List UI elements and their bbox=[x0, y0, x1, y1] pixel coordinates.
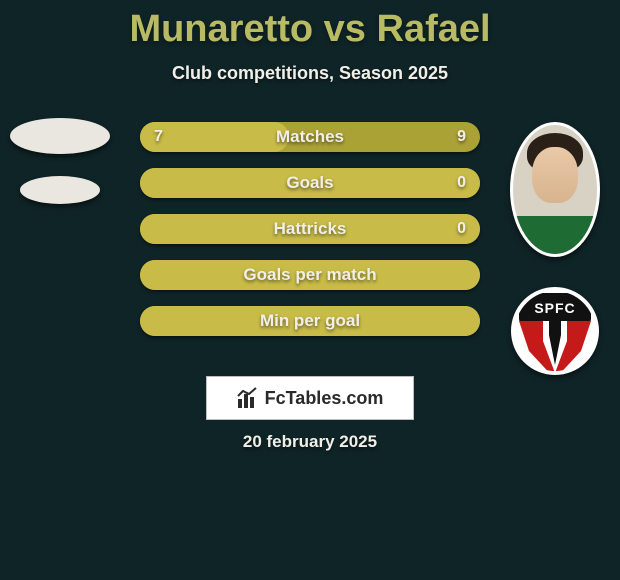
stat-bar: Min per goal bbox=[140, 306, 480, 336]
player2-name: Rafael bbox=[377, 8, 491, 50]
comparison-bars: Matches79Goals0Hattricks0Goals per match… bbox=[140, 122, 480, 352]
stat-bar-value-left: 7 bbox=[154, 128, 163, 146]
club-shield-icon bbox=[519, 321, 591, 373]
stat-bar-label: Matches bbox=[140, 127, 480, 147]
brand-chart-icon bbox=[237, 387, 259, 409]
comparison-card: Munaretto vs Rafael Club competitions, S… bbox=[0, 0, 620, 580]
stat-bar: Matches7 9 bbox=[140, 122, 480, 152]
brand-box: FcTables.com bbox=[206, 376, 414, 420]
avatar-face-shape bbox=[532, 147, 578, 203]
club-initials: SPFC bbox=[519, 293, 591, 323]
stat-bar: Goals per match bbox=[140, 260, 480, 290]
player2-club-badge: SPFC bbox=[511, 287, 599, 375]
subtitle: Club competitions, Season 2025 bbox=[0, 63, 620, 84]
avatar-jersey-shape bbox=[513, 216, 597, 257]
vs-text: vs bbox=[324, 8, 366, 50]
stat-bar-label: Hattricks bbox=[140, 219, 480, 239]
stat-bar-label: Min per goal bbox=[140, 311, 480, 331]
right-avatar-column: SPFC bbox=[510, 122, 600, 375]
player1-avatar-placeholder bbox=[10, 118, 110, 154]
brand-text: FcTables.com bbox=[265, 388, 384, 409]
stat-bar-value-right: 0 bbox=[457, 220, 466, 238]
stat-bar-value-right: 9 bbox=[457, 128, 466, 146]
stat-bar-label: Goals bbox=[140, 173, 480, 193]
page-title: Munaretto vs Rafael bbox=[0, 0, 620, 51]
stat-bar: Goals0 bbox=[140, 168, 480, 198]
date-line: 20 february 2025 bbox=[0, 432, 620, 452]
player2-avatar bbox=[510, 122, 600, 257]
left-avatar-column bbox=[10, 118, 110, 204]
player1-name: Munaretto bbox=[129, 8, 313, 50]
stat-bar: Hattricks0 bbox=[140, 214, 480, 244]
stat-bar-value-right: 0 bbox=[457, 174, 466, 192]
stat-bar-label: Goals per match bbox=[140, 265, 480, 285]
player1-club-placeholder bbox=[20, 176, 100, 204]
